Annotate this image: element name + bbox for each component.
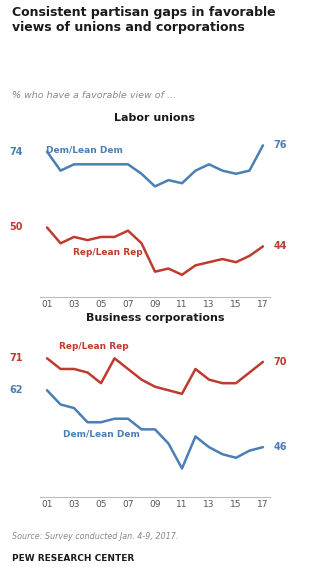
Text: Consistent partisan gaps in favorable
views of unions and corporations: Consistent partisan gaps in favorable vi… <box>12 6 276 34</box>
Text: PEW RESEARCH CENTER: PEW RESEARCH CENTER <box>12 554 135 563</box>
Text: Business corporations: Business corporations <box>86 313 224 323</box>
Text: Source: Survey conducted Jan. 4-9, 2017.: Source: Survey conducted Jan. 4-9, 2017. <box>12 532 179 540</box>
Text: 76: 76 <box>274 141 287 151</box>
Text: Dem/Lean Dem: Dem/Lean Dem <box>46 146 123 155</box>
Text: 70: 70 <box>274 357 287 367</box>
Text: Rep/Lean Rep: Rep/Lean Rep <box>60 342 129 351</box>
Text: 46: 46 <box>274 442 287 452</box>
Text: % who have a favorable view of ...: % who have a favorable view of ... <box>12 91 176 100</box>
Text: 71: 71 <box>9 353 23 363</box>
Text: Dem/Lean Dem: Dem/Lean Dem <box>63 429 140 439</box>
Text: Rep/Lean Rep: Rep/Lean Rep <box>73 248 143 257</box>
Text: 62: 62 <box>9 385 23 395</box>
Text: 50: 50 <box>9 222 23 232</box>
Text: 74: 74 <box>9 146 23 156</box>
Text: 44: 44 <box>274 242 287 252</box>
Text: Labor unions: Labor unions <box>114 113 196 123</box>
